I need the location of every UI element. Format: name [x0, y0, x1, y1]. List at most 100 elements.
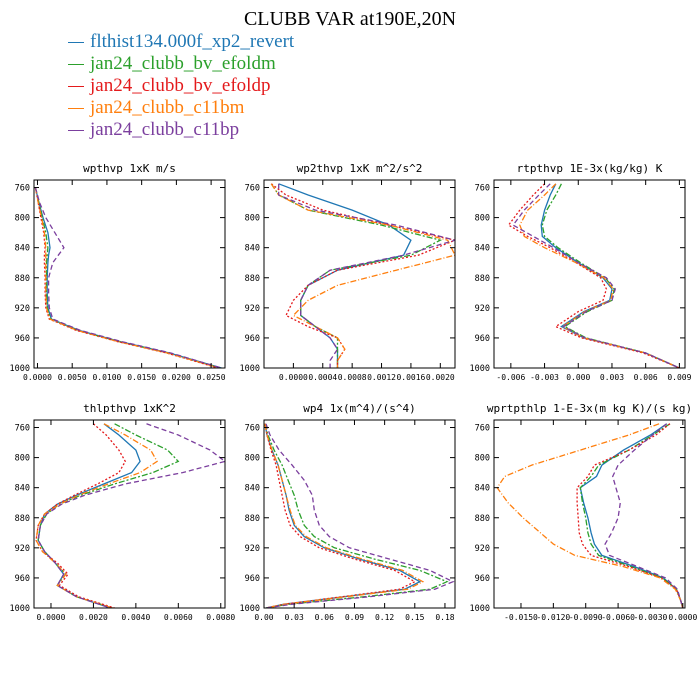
legend-label: flthist134.000f_xp2_revert [90, 31, 295, 52]
y-tick-label: 880 [475, 514, 490, 524]
series-line [496, 423, 684, 608]
y-tick-label: 880 [245, 514, 260, 524]
y-tick-label: 880 [15, 514, 30, 524]
series-line [270, 183, 455, 368]
series-line [37, 423, 141, 608]
x-tick-label: 0.18 [435, 613, 454, 622]
legend: flthist134.000f_xp2_revert jan24_clubb_bv… [68, 31, 294, 141]
x-tick-label: -0.0150 [504, 613, 538, 622]
legend-item: jan24_clubb_c11bp [68, 119, 294, 141]
y-tick-label: 760 [15, 184, 30, 194]
y-tick-label: 1000 [470, 604, 490, 614]
series-line [270, 183, 455, 368]
x-tick-label: 0.0250 [197, 373, 226, 382]
x-tick-label: 0.0008 [338, 373, 367, 382]
x-tick-label: 0.0150 [127, 373, 156, 382]
x-tick-label: 0.03 [285, 613, 304, 622]
legend-label: jan24_clubb_bv_efoldm [90, 53, 276, 74]
chart-panel: wp2thvp 1xK m^2/s^2 760 800 840 880 920 960 100… [240, 162, 456, 382]
panel-frame [263, 419, 456, 609]
y-tick-label: 960 [245, 334, 260, 344]
legend-label: jan24_clubb_c11bp [90, 119, 240, 140]
y-tick-label: 800 [475, 454, 490, 464]
legend-item: jan24_clubb_bv_efoldm [68, 53, 294, 75]
y-tick-label: 1000 [10, 604, 30, 614]
panel-frame [493, 419, 686, 609]
x-tick-label: 0.06 [315, 613, 334, 622]
series-line [278, 183, 455, 368]
series-line [264, 423, 417, 608]
x-tick-label: -0.006 [496, 373, 525, 382]
series-line [37, 423, 225, 608]
y-tick-label: 840 [15, 484, 30, 494]
legend-label: jan24_clubb_bv_efoldp [90, 75, 271, 96]
y-tick-label: 960 [15, 334, 30, 344]
y-tick-label: 920 [15, 544, 30, 554]
legend-swatch [68, 85, 84, 87]
legend-swatch [68, 107, 84, 109]
panel-frame [33, 419, 226, 609]
x-tick-label: 0.0000 [668, 613, 697, 622]
series-line [541, 183, 680, 368]
y-tick-label: 920 [15, 304, 30, 314]
y-tick-label: 840 [245, 244, 260, 254]
x-tick-label: 0.0020 [79, 613, 108, 622]
x-tick-label: 0.15 [405, 613, 424, 622]
series-line [264, 423, 449, 608]
x-tick-label: 0.09 [345, 613, 364, 622]
panel-title: rtpthvp 1E-3x(kg/kg) K [517, 162, 663, 175]
y-tick-label: 840 [475, 244, 490, 254]
y-tick-label: 760 [245, 424, 260, 434]
x-tick-label: -0.0030 [634, 613, 668, 622]
x-tick-label: -0.0060 [601, 613, 635, 622]
panel-title: wpthvp 1xK m/s [83, 162, 176, 175]
y-tick-label: 1000 [240, 604, 260, 614]
x-tick-label: -0.0090 [569, 613, 603, 622]
x-tick-label: 0.0000 [37, 613, 66, 622]
panel-frame [33, 179, 226, 369]
legend-item: jan24_clubb_c11bm [68, 97, 294, 119]
y-tick-label: 800 [15, 214, 30, 224]
legend-label: jan24_clubb_c11bm [90, 97, 245, 118]
y-tick-label: 760 [15, 424, 30, 434]
x-tick-label: 0.000 [566, 373, 590, 382]
panel-frame [493, 179, 686, 369]
panel-title: wp2thvp 1xK m^2/s^2 [297, 162, 423, 175]
y-tick-label: 880 [245, 274, 260, 284]
y-tick-label: 1000 [240, 364, 260, 374]
series-line [579, 423, 684, 608]
legend-item: flthist134.000f_xp2_revert [68, 31, 294, 53]
legend-swatch [68, 129, 84, 131]
panel-title: wp4 1x(m^4)/(s^4) [303, 402, 416, 415]
series-line [265, 423, 455, 608]
panel-title: thlpthvp 1xK^2 [83, 402, 176, 415]
x-tick-label: 0.003 [600, 373, 624, 382]
x-tick-label: -0.0120 [536, 613, 570, 622]
y-tick-label: 960 [475, 334, 490, 344]
y-tick-label: 880 [475, 274, 490, 284]
series-line [34, 187, 221, 368]
chart-panel: rtpthvp 1E-3x(kg/kg) K 760 800 840 880 920 960… [470, 162, 692, 382]
legend-swatch [68, 63, 84, 65]
series-line [576, 423, 684, 608]
series-line [34, 187, 220, 368]
x-tick-label: 0.0012 [367, 373, 396, 382]
y-tick-label: 800 [245, 214, 260, 224]
y-tick-label: 840 [15, 244, 30, 254]
series-line [579, 423, 684, 608]
y-tick-label: 760 [475, 184, 490, 194]
x-tick-label: 0.0004 [308, 373, 337, 382]
chart-panel: wp4 1x(m^4)/(s^4)76080084088092096010000… [240, 402, 456, 622]
series-line [35, 423, 158, 608]
x-tick-label: 0.0040 [121, 613, 150, 622]
chart-panel: wprtpthlp 1-E-3x(m kg K)/(s kg) 760 800 840… [470, 402, 698, 622]
y-tick-label: 760 [245, 184, 260, 194]
series-line [604, 423, 684, 608]
x-tick-label: 0.0020 [426, 373, 455, 382]
y-tick-label: 800 [475, 214, 490, 224]
chart-panel: thlpthvp 1xK^2 760 800 840 880 920 960 1000 0.00… [10, 402, 236, 622]
x-tick-label: 0.0200 [162, 373, 191, 382]
y-tick-label: 960 [15, 574, 30, 584]
y-tick-label: 760 [475, 424, 490, 434]
series-line [264, 423, 425, 608]
